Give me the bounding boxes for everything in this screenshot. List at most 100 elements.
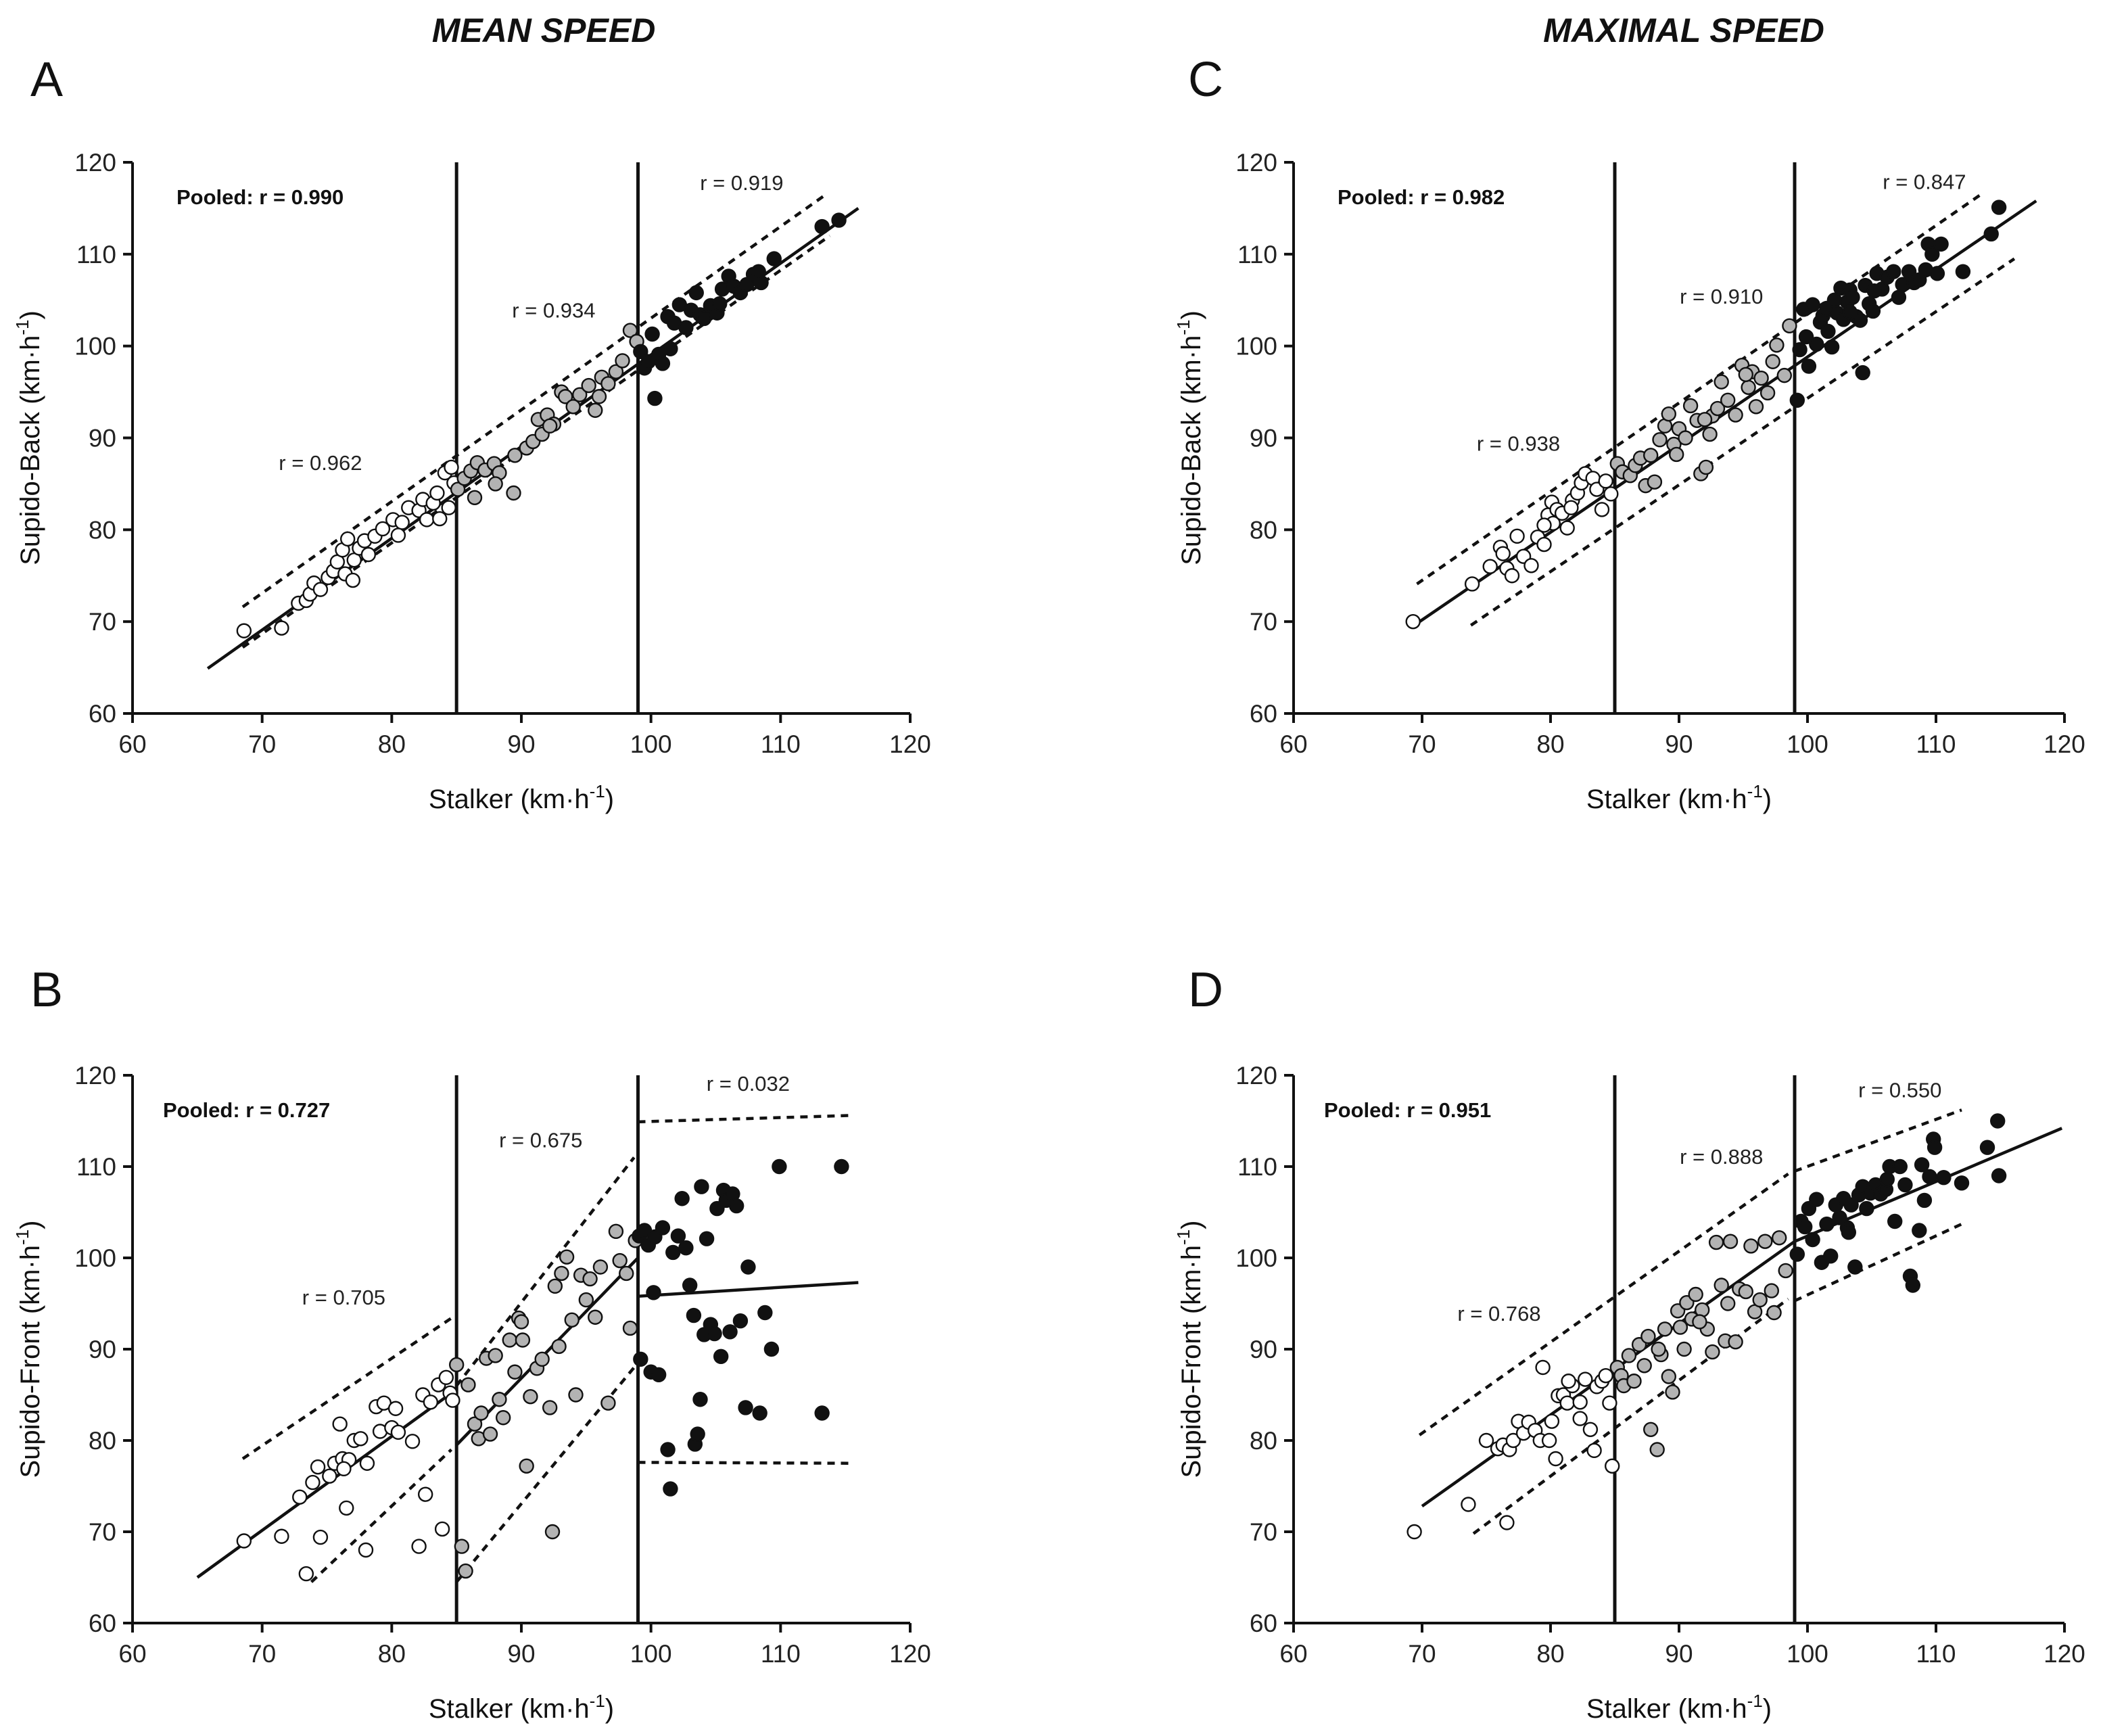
- y-tick-label: 120: [74, 149, 116, 177]
- panel-letter-a: A: [30, 53, 63, 107]
- segment-correlation-label: r = 0.962: [279, 451, 362, 475]
- x-tick-label: 100: [1787, 1640, 1828, 1668]
- open-circle-point: [438, 1369, 454, 1386]
- open-circle-point: [1536, 536, 1552, 553]
- grey-circle-point: [482, 1426, 498, 1442]
- black-circle-point: [707, 1326, 722, 1342]
- x-tick-label: 120: [2043, 1640, 2085, 1668]
- black-circle-point: [699, 1231, 715, 1246]
- black-circle-point: [678, 1240, 694, 1256]
- grey-circle-point: [1649, 1442, 1665, 1457]
- x-tick-label: 120: [889, 730, 931, 758]
- grey-circle-point: [1714, 1277, 1729, 1293]
- grey-circle-point: [1676, 1341, 1692, 1357]
- black-circle-point: [660, 1442, 676, 1457]
- y-tick-label: 100: [74, 333, 116, 360]
- open-circle-point: [445, 1392, 460, 1408]
- y-tick-label: 100: [1235, 1244, 1277, 1272]
- regression-line: [1416, 200, 2037, 625]
- open-circle-point: [441, 500, 456, 515]
- open-circle-point: [322, 1468, 337, 1484]
- black-circle-point: [1845, 289, 1860, 305]
- grey-circle-point: [1678, 430, 1693, 446]
- black-circle-point: [678, 320, 694, 335]
- black-circle-point: [1832, 1210, 1847, 1225]
- prediction-band-line: [638, 1461, 852, 1465]
- grey-circle-point: [467, 1416, 483, 1432]
- y-tick-label: 120: [74, 1062, 116, 1089]
- black-circle-point: [1886, 264, 1901, 279]
- grey-circle-point: [1769, 337, 1785, 353]
- black-circle-point: [1912, 1223, 1927, 1238]
- grey-circle-point: [448, 1357, 465, 1373]
- black-circle-point: [1991, 200, 2007, 215]
- open-circle-point: [404, 1434, 421, 1449]
- panel-b: B 60 70 80 90 100 110 120 60 70 80 90 100 110 120 Stalk…: [12, 963, 931, 1724]
- y-axis-title: Supido-Front (km·h-1): [12, 1220, 45, 1478]
- open-circle-point: [444, 459, 459, 475]
- open-circle-point: [1559, 1395, 1575, 1411]
- x-tick-label: 70: [1408, 1640, 1436, 1668]
- open-circle-point: [310, 1459, 326, 1475]
- black-circle-point: [674, 1191, 690, 1206]
- y-tick-label: 80: [89, 1427, 116, 1455]
- grey-circle-point: [506, 485, 521, 501]
- black-circle-point: [694, 1179, 709, 1194]
- panel-letter-d: D: [1188, 963, 1223, 1017]
- black-circle-point: [738, 1400, 753, 1415]
- grey-circle-point: [488, 476, 503, 492]
- black-circle-point: [1847, 1259, 1863, 1275]
- prediction-band-line: [1416, 193, 1982, 586]
- segment-correlation-label: r = 0.910: [1680, 285, 1763, 308]
- pooled-correlation-label: Pooled: r = 0.727: [163, 1098, 330, 1122]
- segment-correlation-label: r = 0.847: [1883, 170, 1966, 193]
- open-circle-point: [1504, 568, 1520, 584]
- grey-circle-point: [534, 1351, 550, 1367]
- black-circle-point: [670, 1228, 686, 1244]
- x-tick-label: 100: [1787, 730, 1828, 758]
- y-axis-title: Supido-Back (km·h-1): [12, 310, 45, 565]
- grey-circle-point: [513, 1314, 529, 1330]
- grey-circle-point: [488, 1348, 503, 1363]
- open-circle-point: [358, 1542, 374, 1558]
- grey-circle-point: [1720, 1296, 1736, 1311]
- grey-circle-point: [502, 1332, 517, 1348]
- black-circle-point: [682, 1277, 698, 1293]
- grey-circle-point: [612, 1252, 628, 1269]
- grey-circle-point: [1776, 367, 1793, 383]
- x-tick-label: 90: [507, 730, 535, 758]
- grey-circle-point: [1738, 1284, 1754, 1300]
- grey-circle-point: [1778, 1263, 1793, 1279]
- segment-correlation-label: r = 0.888: [1680, 1145, 1763, 1169]
- x-tick-label: 90: [1665, 730, 1693, 758]
- segment-correlation-label: r = 0.938: [1477, 432, 1560, 456]
- y-tick-label: 120: [1235, 149, 1277, 177]
- black-circle-point: [1798, 329, 1814, 345]
- grey-circle-point: [1643, 1422, 1659, 1438]
- black-circle-point: [1887, 1213, 1903, 1229]
- open-circle-point: [1482, 559, 1498, 574]
- x-tick-label: 80: [378, 1640, 406, 1668]
- open-circle-point: [359, 1455, 375, 1471]
- prediction-band-line: [638, 1114, 852, 1124]
- black-circle-point: [1855, 365, 1870, 381]
- grey-circle-point: [1697, 412, 1713, 427]
- grey-circle-point: [1764, 1283, 1780, 1298]
- grey-circle-point: [1651, 1341, 1666, 1357]
- black-circle-point: [696, 310, 712, 327]
- black-circle-point: [1859, 1200, 1874, 1217]
- x-axis-title: Stalker (km·h-1): [429, 781, 614, 814]
- grey-circle-point: [1738, 367, 1754, 382]
- open-circle-point: [1561, 1374, 1576, 1389]
- segment-correlation-label: r = 0.032: [707, 1072, 790, 1096]
- grey-circle-point: [565, 399, 581, 415]
- grey-circle-point: [1753, 371, 1769, 386]
- panel-d: D 60 70 80 90 100 110 120 60 70 80 90 100 110 120 Stalk…: [1173, 963, 2085, 1724]
- grey-circle-point: [1757, 1234, 1773, 1249]
- x-tick-label: 100: [630, 1640, 672, 1668]
- open-circle-point: [1563, 500, 1579, 515]
- open-circle-point: [274, 1528, 289, 1544]
- black-circle-point: [655, 1220, 671, 1236]
- x-tick-label: 80: [1536, 1640, 1564, 1668]
- grey-circle-point: [568, 1387, 584, 1403]
